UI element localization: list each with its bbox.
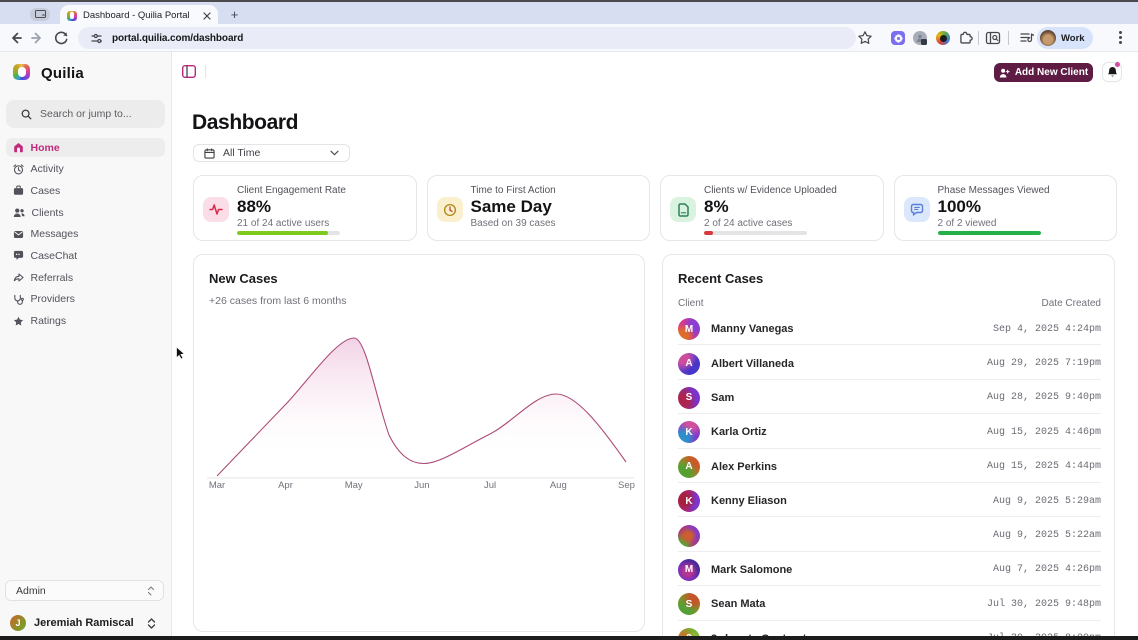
- svg-text:May: May: [345, 480, 363, 491]
- svg-text:Sep: Sep: [618, 480, 635, 491]
- svg-text:Apr: Apr: [278, 480, 293, 491]
- svg-text:Aug: Aug: [550, 480, 567, 491]
- svg-text:Mar: Mar: [209, 480, 225, 491]
- svg-text:Jul: Jul: [484, 480, 496, 491]
- svg-text:Jun: Jun: [414, 480, 429, 491]
